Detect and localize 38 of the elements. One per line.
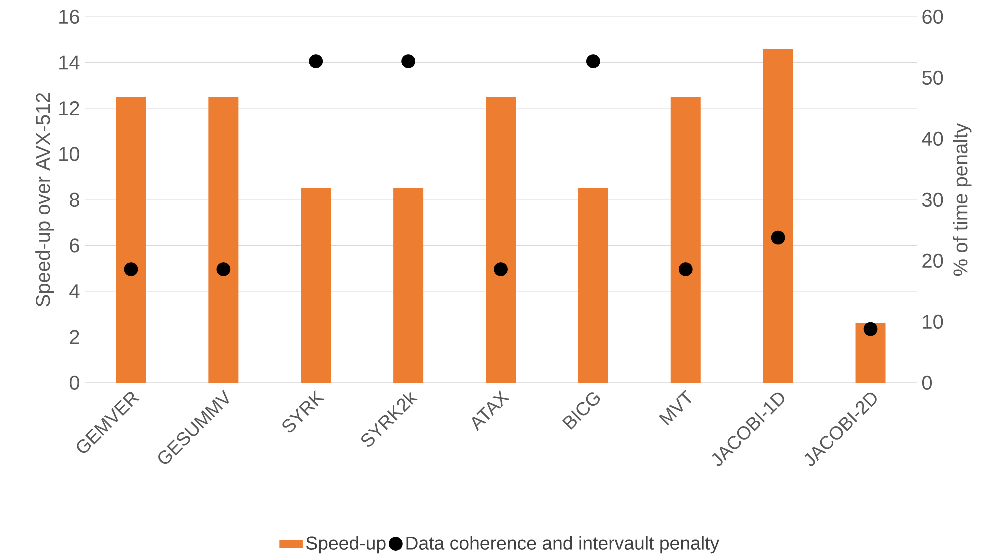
- bar: [486, 97, 516, 383]
- y-tick-label: 6: [70, 238, 80, 253]
- legend-label: Speed-up: [306, 536, 386, 554]
- y2-tick-label: 40: [922, 132, 944, 146]
- y2-axis-title: % of time penalty: [953, 123, 972, 276]
- bar: [394, 188, 424, 383]
- point: [216, 262, 231, 276]
- y-tick-label: 4: [70, 284, 80, 298]
- y-tick-label: 2: [70, 330, 80, 344]
- legend-label: Data coherence and intervault penalty: [406, 536, 720, 554]
- point: [494, 262, 508, 276]
- bar: [208, 97, 239, 383]
- bar: [301, 188, 332, 383]
- bar: [670, 97, 701, 383]
- point: [402, 54, 416, 68]
- y2-tick-label: 60: [922, 10, 944, 24]
- y-tick-label: 12: [60, 102, 80, 116]
- y2-tick-label: 10: [923, 314, 944, 330]
- y2-tick-label: 30: [922, 192, 944, 208]
- bar: [856, 324, 886, 383]
- point: [678, 262, 693, 276]
- point: [586, 54, 600, 68]
- y2-tick-label: 50: [922, 70, 944, 86]
- point: [771, 230, 786, 245]
- bar: [578, 188, 608, 383]
- y-tick-label: 14: [60, 56, 80, 70]
- y-tick-label: 10: [60, 147, 80, 162]
- y2-tick-label: 20: [922, 254, 944, 268]
- y-axis-title: Speed-up over AVX-512: [36, 93, 54, 307]
- point: [309, 54, 324, 68]
- y2-tick-label: 0: [922, 376, 932, 390]
- y-tick-label: 0: [70, 376, 80, 390]
- y-tick-label: 8: [70, 192, 80, 208]
- point: [864, 322, 878, 336]
- point: [124, 262, 138, 276]
- bar: [763, 49, 794, 383]
- y-tick-label: 16: [60, 10, 80, 24]
- bar: [116, 97, 146, 383]
